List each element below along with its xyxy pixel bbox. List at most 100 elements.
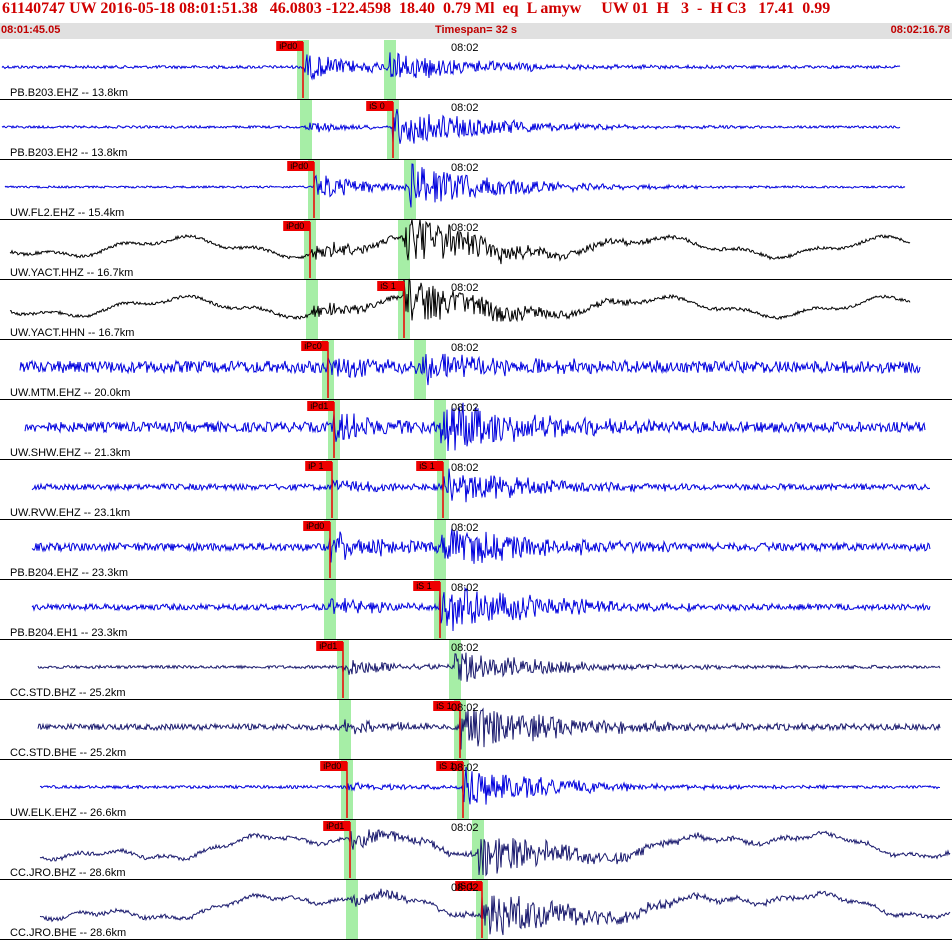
p-pick-tag[interactable] [301,341,328,351]
p-pick-label: iPd0 [286,221,304,231]
time-marker-label: 08:02 [451,462,479,474]
end-time: 08:02:16.78 [890,24,950,36]
waveform [9,218,911,265]
p-pick-label: iPd1 [310,401,328,411]
station-label: PB.B203.EHZ -- 13.8km [10,87,128,99]
time-marker-label: 08:02 [451,222,479,234]
trace-panel[interactable]: iPd0 08:02 UW.YACT.HHZ -- 16.7km [0,218,952,280]
s-pick-tag[interactable] [416,461,443,471]
p-pick-tag[interactable] [316,641,343,651]
p-pick-tag[interactable] [323,821,350,831]
s-pick-label: iS 1 [458,881,474,891]
s-pick-tag[interactable] [377,281,404,291]
station-label: UW.RVW.EHZ -- 23.1km [10,507,130,519]
waveform [1,52,901,81]
p-pick-label: iPd1 [326,821,344,831]
station-label: UW.FL2.EHZ -- 15.4km [10,207,124,219]
trace-panel[interactable]: iPd1 08:02 UW.SHW.EHZ -- 21.3km [0,401,952,460]
time-marker-label: 08:02 [451,522,479,534]
waveform [1,109,901,144]
time-marker-label: 08:02 [451,162,479,174]
station-label: UW.MTM.EHZ -- 20.0km [10,387,130,399]
station-label: PB.B204.EH1 -- 23.3km [10,627,127,639]
p-pick-label: iPd0 [306,521,324,531]
station-label: CC.JRO.BHZ -- 28.6km [10,867,126,879]
waveform [9,278,911,323]
time-marker-label: 08:02 [451,282,479,294]
p-pick-tag[interactable] [305,461,332,471]
p-pick-tag[interactable] [303,521,330,531]
p-pick-label: iPd0 [290,161,308,171]
time-marker-label: 08:02 [451,882,479,894]
p-pick-label: iP 1 [308,461,323,471]
waveform [4,163,906,208]
p-pick-label: iPd1 [319,641,337,651]
p-pick-tag[interactable] [283,221,310,231]
trace-panel[interactable]: iPd0 08:02 PB.B203.EHZ -- 13.8km [0,41,952,100]
trace-panel[interactable]: iPd0 08:02 PB.B204.EHZ -- 23.3km [0,521,952,580]
s-pick-label: iS 1 [380,281,396,291]
station-label: UW.YACT.HHN -- 16.7km [10,327,134,339]
waveform [39,888,951,936]
station-label: PB.B203.EH2 -- 13.8km [10,147,127,159]
station-label: CC.JRO.BHE -- 28.6km [10,927,126,939]
waveform [37,652,941,682]
start-time: 08:01:45.05 [1,24,61,36]
trace-panel[interactable]: iPd1 08:02 CC.STD.BHZ -- 25.2km [0,641,952,700]
time-marker-label: 08:02 [451,102,479,114]
trace-panel[interactable]: iPd0 iS 108:02 UW.ELK.EHZ -- 26.6km [0,761,952,820]
trace-panel[interactable]: iS 1 08:02 UW.YACT.HHN -- 16.7km [0,278,952,340]
p-pick-tag[interactable] [287,161,314,171]
trace-panel[interactable]: iP 1 iS 1 08:02 UW.RVW.EHZ -- 23.1km [0,461,952,520]
waveform [39,829,951,877]
waveform [31,528,931,564]
waveform [31,586,931,632]
trace-panel[interactable]: iS 1 08:02 PB.B204.EH1 -- 23.3km [0,581,952,640]
time-marker-label: 08:02 [451,642,479,654]
time-marker-label: 08:02 [451,402,479,414]
trace-panel[interactable]: iS 0 08:02 PB.B203.EH2 -- 13.8km [0,101,952,160]
p-pick-label: iPc0 [304,341,322,351]
time-marker-label: 08:02 [451,342,479,354]
waveform [19,353,921,386]
s-pick-label: iS 1 [436,701,452,711]
station-label: UW.SHW.EHZ -- 21.3km [10,447,130,459]
trace-panels: iPd0 08:02 PB.B203.EHZ -- 13.8km iS 0 08:02 P… [0,41,952,940]
s-pick-label: iS 1 [416,581,432,591]
s-pick-tag[interactable] [433,701,460,711]
p-pick-label: iPd0 [323,761,341,771]
s-pick-tag[interactable] [436,761,463,771]
waveform [24,402,926,452]
trace-panel[interactable]: iPd1 08:02 CC.JRO.BHZ -- 28.6km [0,821,952,880]
p-pick-tag[interactable] [307,401,334,411]
p-pick-tag[interactable] [320,761,347,771]
s-pick-label: iS 1 [439,761,455,771]
waveform [37,707,941,750]
pick-bands [297,40,488,940]
seismogram-panel[interactable]: iPd0 08:02 PB.B203.EHZ -- 13.8km iS 0 08:02 P… [0,40,952,940]
station-label: CC.STD.BHZ -- 25.2km [10,687,126,699]
p-arrival-band [297,40,358,940]
s-pick-label: iS 1 [419,461,435,471]
s-pick-tag[interactable] [413,581,440,591]
time-marker-label: 08:02 [451,762,479,774]
timespan-bar: 08:01:45.05 Timespan= 32 s 08:02:16.78 [0,23,952,39]
station-label: UW.YACT.HHZ -- 16.7km [10,267,133,279]
trace-panel[interactable]: iPd0 08:02 UW.FL2.EHZ -- 15.4km [0,161,952,220]
trace-panel[interactable]: iS 1 08:02 CC.STD.BHE -- 25.2km [0,701,952,760]
s-pick-tag[interactable] [455,881,482,891]
s-pick-tag[interactable] [366,101,393,111]
s-arrival-band [384,40,488,940]
time-marker-label: 08:02 [451,582,479,594]
timespan-label: Timespan= 32 s [434,24,518,36]
time-marker-label: 08:02 [451,702,479,714]
waveform [31,468,931,503]
time-marker-label: 08:02 [451,822,479,834]
waveform [39,767,941,805]
trace-panel[interactable]: iPc0 08:02 UW.MTM.EHZ -- 20.0km [0,341,952,400]
station-label: PB.B204.EHZ -- 23.3km [10,567,128,579]
p-pick-tag[interactable] [276,41,303,51]
p-pick-label: iPd0 [279,41,297,51]
event-title: 61140747 UW 2016-05-18 08:01:51.38 46.08… [2,0,831,17]
event-header: 61140747 UW 2016-05-18 08:01:51.38 46.08… [0,0,952,40]
